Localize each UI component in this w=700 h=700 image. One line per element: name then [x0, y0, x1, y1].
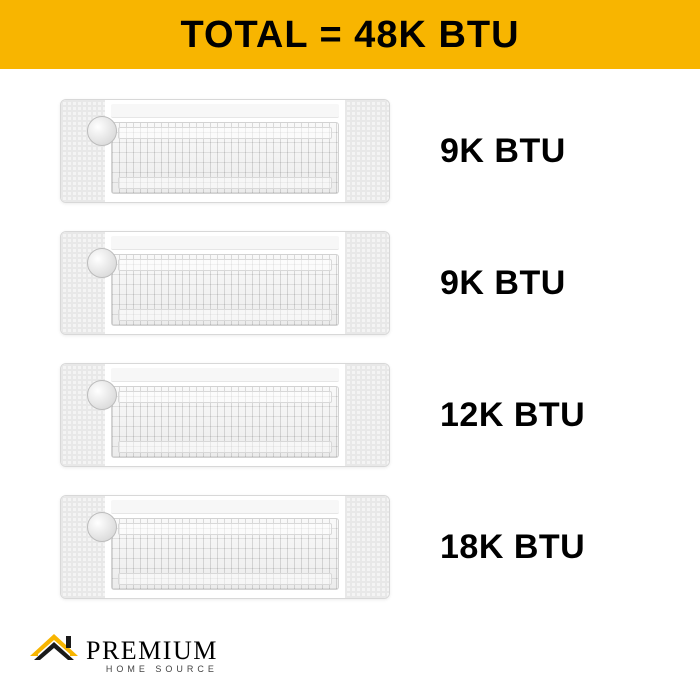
unit-center-panel — [105, 364, 345, 466]
front-grille — [111, 122, 339, 194]
unit-top-strip — [111, 368, 339, 382]
ac-unit-graphic — [60, 99, 390, 203]
unit-top-strip — [111, 104, 339, 118]
logo-text-block: PREMIUM HOME SOURCE — [86, 638, 218, 674]
unit-top-strip — [111, 236, 339, 250]
house-roof-icon — [28, 632, 80, 680]
side-grille-right — [345, 496, 389, 598]
logo-main-text: PREMIUM — [86, 638, 218, 664]
control-knob-icon — [87, 248, 117, 278]
ac-unit-graphic — [60, 363, 390, 467]
unit-btu-label: 9K BTU — [440, 132, 566, 171]
ac-unit-graphic — [60, 231, 390, 335]
side-grille-right — [345, 100, 389, 202]
side-grille-right — [345, 364, 389, 466]
unit-btu-label: 9K BTU — [440, 264, 566, 303]
unit-row: 18K BTU — [60, 495, 660, 599]
ac-unit-graphic — [60, 495, 390, 599]
unit-center-panel — [105, 100, 345, 202]
units-list: 9K BTU 9K BTU 12K BTU — [0, 69, 700, 599]
logo-sub-text: HOME SOURCE — [86, 665, 218, 674]
brand-logo: PREMIUM HOME SOURCE — [28, 632, 218, 680]
control-knob-icon — [87, 116, 117, 146]
front-grille — [111, 254, 339, 326]
unit-top-strip — [111, 500, 339, 514]
side-grille-right — [345, 232, 389, 334]
total-header-bar: TOTAL = 48K BTU — [0, 0, 700, 69]
control-knob-icon — [87, 512, 117, 542]
front-grille — [111, 518, 339, 590]
total-header-text: TOTAL = 48K BTU — [0, 14, 700, 57]
front-grille — [111, 386, 339, 458]
unit-row: 12K BTU — [60, 363, 660, 467]
unit-row: 9K BTU — [60, 231, 660, 335]
unit-center-panel — [105, 232, 345, 334]
unit-btu-label: 12K BTU — [440, 396, 585, 435]
control-knob-icon — [87, 380, 117, 410]
unit-btu-label: 18K BTU — [440, 528, 585, 567]
unit-center-panel — [105, 496, 345, 598]
unit-row: 9K BTU — [60, 99, 660, 203]
